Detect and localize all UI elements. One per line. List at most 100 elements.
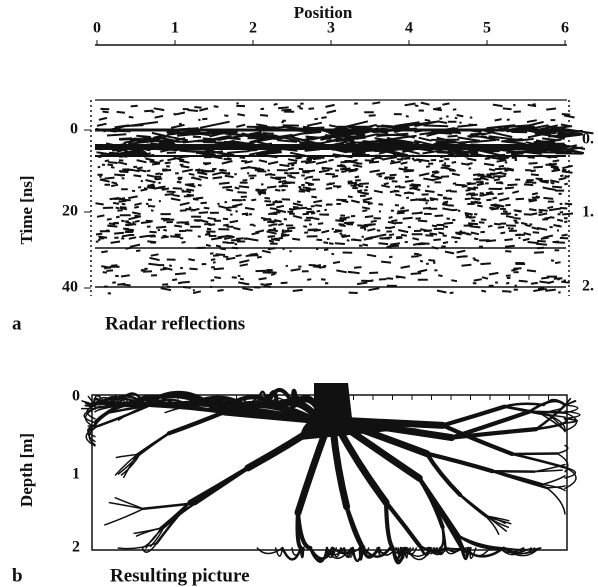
- root: [141, 527, 162, 549]
- left-tick-label: 40: [62, 279, 78, 296]
- root: [84, 404, 96, 408]
- root-diagram: [80, 383, 581, 565]
- root: [94, 405, 118, 413]
- root: [511, 452, 559, 456]
- root: [205, 398, 238, 406]
- root: [103, 508, 145, 526]
- root: [166, 409, 227, 436]
- radar-image: [95, 101, 594, 295]
- root: [329, 424, 351, 511]
- root: [294, 424, 331, 517]
- root: [339, 416, 447, 429]
- root: [564, 404, 579, 414]
- top-tick-label: 4: [405, 20, 413, 37]
- root: [187, 465, 250, 505]
- top-axis-title: Position: [294, 3, 353, 22]
- top-tick-label: 2: [249, 20, 257, 37]
- root: [540, 412, 566, 418]
- root: [316, 397, 335, 406]
- root: [117, 404, 153, 407]
- root: [564, 466, 577, 490]
- right-tick-label: 1.: [582, 204, 594, 221]
- root: [469, 547, 477, 560]
- root: [541, 475, 566, 486]
- root: [244, 420, 325, 472]
- root: [315, 396, 319, 406]
- root: [159, 500, 191, 530]
- root: [533, 463, 566, 473]
- root: [564, 417, 577, 424]
- root: [440, 404, 507, 428]
- root: [384, 500, 422, 548]
- root: [167, 402, 193, 406]
- root: [546, 484, 566, 489]
- root: [138, 432, 171, 456]
- root: [440, 423, 515, 457]
- root: [337, 421, 423, 482]
- left-tick-label: 1: [72, 466, 80, 483]
- root: [114, 497, 145, 510]
- right-tick-label: 0.: [582, 131, 594, 148]
- root: [94, 405, 118, 428]
- left-axis-title: Depth [m]: [17, 433, 36, 507]
- root: [403, 547, 408, 559]
- root: [295, 510, 313, 551]
- left-tick-label: 20: [62, 203, 78, 220]
- panel-letter: b: [12, 565, 23, 586]
- root: [115, 453, 141, 459]
- root: [511, 452, 567, 469]
- root: [491, 469, 544, 486]
- top-tick-label: 6: [561, 20, 569, 37]
- root: [135, 527, 162, 537]
- root: [543, 400, 565, 406]
- root: [326, 547, 352, 560]
- root: [87, 395, 96, 406]
- root: [449, 409, 532, 440]
- root: [417, 476, 461, 539]
- root: [117, 453, 141, 475]
- root: [503, 405, 543, 415]
- root: [114, 454, 138, 476]
- root: [334, 423, 390, 506]
- root: [424, 451, 463, 497]
- top-tick-label: 0: [93, 20, 101, 37]
- root: [564, 412, 578, 432]
- root: [117, 404, 148, 421]
- root: [117, 542, 158, 550]
- top-tick-label: 3: [327, 20, 335, 37]
- left-tick-label: 0: [72, 388, 80, 405]
- top-tick-label: 1: [171, 20, 179, 37]
- root: [564, 400, 577, 406]
- left-tick-label: 2: [72, 539, 80, 556]
- left-tick-label: 0: [70, 121, 78, 138]
- radar-speckle: [95, 101, 594, 295]
- caption: Radar reflections: [105, 313, 245, 334]
- root: [338, 419, 431, 458]
- root: [108, 501, 145, 510]
- root: [384, 500, 395, 551]
- root: [484, 515, 506, 525]
- left-axis-title: Time [ns]: [17, 175, 36, 244]
- root: [546, 487, 566, 515]
- root: [457, 534, 506, 550]
- panel-letter: a: [12, 313, 22, 334]
- root: [556, 444, 569, 455]
- root: [265, 387, 296, 408]
- root: [540, 412, 566, 432]
- top-tick-label: 5: [483, 20, 491, 37]
- root: [344, 504, 365, 551]
- root: [424, 451, 495, 474]
- caption: Resulting picture: [110, 565, 250, 586]
- root: [309, 546, 334, 562]
- root-frame: [91, 394, 568, 551]
- root: [540, 407, 563, 415]
- root: [484, 515, 500, 535]
- root: [458, 493, 487, 518]
- root: [235, 394, 270, 407]
- root: [541, 483, 566, 492]
- root: [123, 454, 138, 479]
- right-tick-label: 2.: [582, 278, 594, 295]
- root: [281, 546, 303, 561]
